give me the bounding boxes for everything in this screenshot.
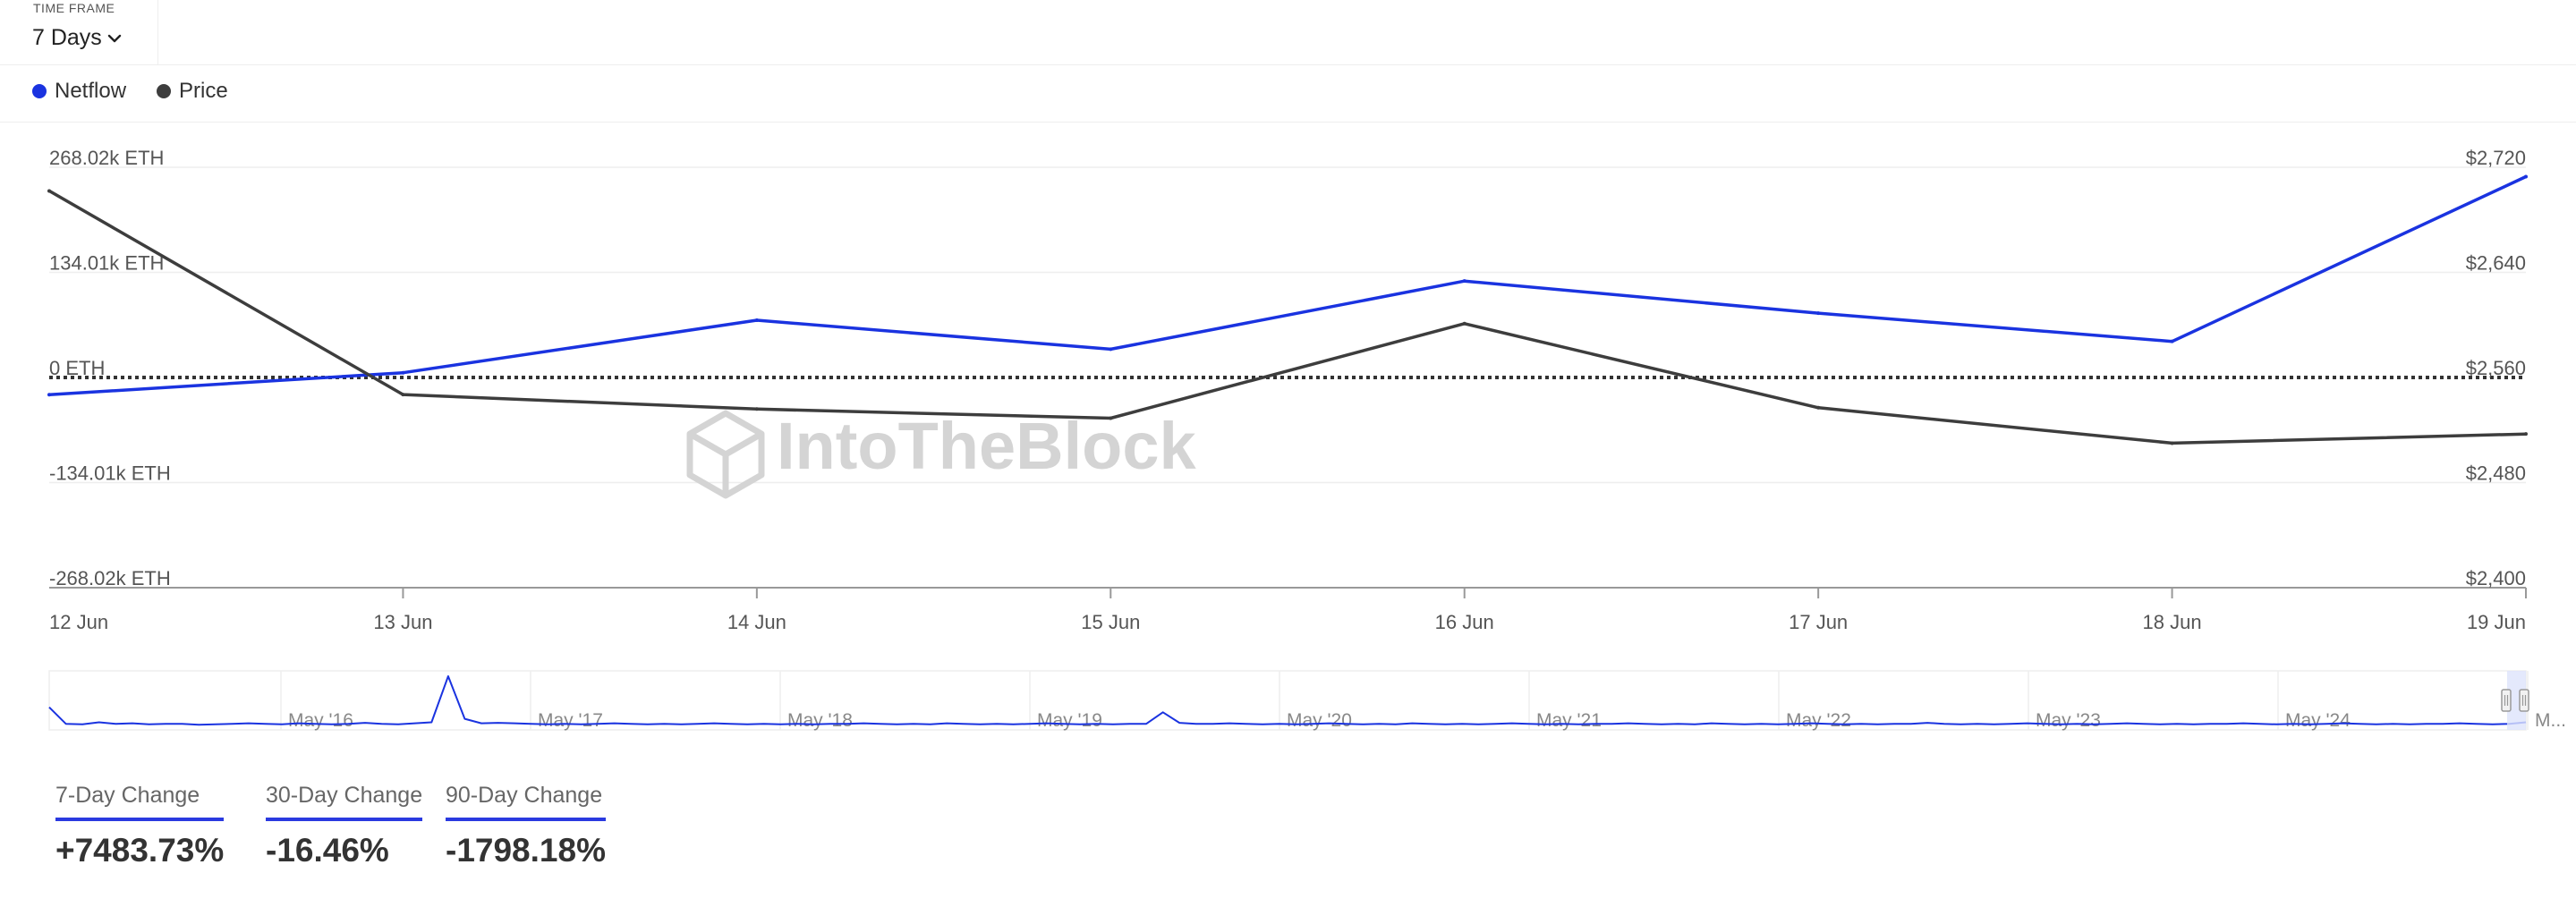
navigator-label: May '22 <box>1786 710 1851 731</box>
range-navigator[interactable]: May '16 May '17 May '18 May '19 May '20 May '… <box>48 670 2566 731</box>
legend-item-price[interactable]: Price <box>157 79 228 104</box>
navigator-label: May '20 <box>1287 710 1352 731</box>
x-tick-label: 16 Jun <box>1435 611 1494 633</box>
x-tick-label: 18 Jun <box>2143 611 2202 633</box>
netflow-point <box>754 318 759 322</box>
watermark: IntoTheBlock <box>686 409 1197 499</box>
stat-value-30-day: -16.46% <box>266 832 389 869</box>
netflow-point <box>2170 339 2174 343</box>
x-tick-label: 12 Jun <box>49 611 108 633</box>
right-axis-tick: $2,480 <box>2466 462 2526 485</box>
navigator-right-handle-icon[interactable] <box>2519 689 2529 712</box>
chart-series <box>47 174 2528 445</box>
price-point <box>754 407 759 411</box>
netflow-point <box>1462 279 1467 284</box>
netflow-point <box>401 370 405 375</box>
navigator-selection[interactable] <box>2507 671 2526 730</box>
price-line <box>48 189 2527 445</box>
left-axis-tick: 0 ETH <box>49 357 105 379</box>
navigator-label: May '23 <box>2036 710 2101 731</box>
chevron-down-icon <box>107 34 122 42</box>
stat-label-7-day: 7-Day Change <box>55 783 225 821</box>
navigator-series-line <box>48 675 2527 726</box>
right-axis-tick: $2,560 <box>2466 357 2526 379</box>
time-frame-bar: TIME FRAME 7 Days <box>0 0 2576 65</box>
x-axis: 12 Jun 13 Jun 14 Jun 15 Jun 16 Jun 17 Jun 18 J… <box>49 588 2527 633</box>
netflow-point <box>1816 311 1821 316</box>
left-axis-tick: 134.01k ETH <box>49 252 164 275</box>
navigator-label: May '24 <box>2285 710 2351 731</box>
right-axis-tick: $2,640 <box>2466 252 2526 275</box>
netflow-point <box>1109 347 1113 352</box>
time-frame-divider <box>157 0 158 64</box>
watermark-text: IntoTheBlock <box>777 409 1197 483</box>
navigator-frame <box>48 670 2527 731</box>
time-frame-value: 7 Days <box>32 25 102 50</box>
left-axis: 268.02k ETH 134.01k ETH 0 ETH -134.01k ETH -… <box>49 147 171 589</box>
price-point <box>47 189 51 193</box>
stat-value-90-day: -1798.18% <box>446 832 606 869</box>
left-axis-tick: -268.02k ETH <box>49 567 171 589</box>
stat-30-day[interactable]: 30-Day Change -16.46% <box>266 783 423 869</box>
right-axis-tick: $2,720 <box>2466 147 2526 169</box>
netflow-dot-icon <box>32 84 47 98</box>
right-axis: $2,720 $2,640 $2,560 $2,480 $2,400 <box>2466 147 2526 589</box>
x-tick-label: 17 Jun <box>1789 611 1848 633</box>
chart-grid <box>49 166 2526 589</box>
netflow-point <box>47 393 51 397</box>
stat-7-day[interactable]: 7-Day Change +7483.73% <box>55 783 225 869</box>
stat-90-day[interactable]: 90-Day Change -1798.18% <box>446 783 606 869</box>
x-tick-label: 14 Jun <box>727 611 786 633</box>
navigator-label: May '17 <box>538 710 603 731</box>
left-axis-tick: 268.02k ETH <box>49 147 164 169</box>
legend-label-netflow: Netflow <box>55 79 127 103</box>
stat-value-7-day: +7483.73% <box>55 832 225 869</box>
intotheblock-logo-icon <box>686 410 765 499</box>
price-dot-icon <box>157 84 171 98</box>
navigator-label: May '16 <box>288 710 353 731</box>
price-point <box>2170 441 2174 445</box>
navigator-label: M... <box>2535 710 2566 731</box>
time-frame-select[interactable]: 7 Days <box>32 25 122 51</box>
navigator-left-handle-icon[interactable] <box>2501 689 2512 712</box>
price-point <box>401 393 405 397</box>
price-point <box>1109 416 1113 420</box>
x-tick-label: 13 Jun <box>373 611 432 633</box>
right-axis-tick: $2,400 <box>2466 567 2526 589</box>
stat-label-90-day: 90-Day Change <box>446 783 606 821</box>
navigator-label: May '21 <box>1536 710 1602 731</box>
netflow-point <box>2524 174 2528 179</box>
legend-item-netflow[interactable]: Netflow <box>32 79 126 104</box>
price-point <box>1462 321 1467 326</box>
price-point <box>1816 405 1821 410</box>
price-point <box>2524 432 2528 437</box>
navigator-label: May '18 <box>787 710 853 731</box>
x-tick-label: 19 Jun <box>2467 611 2526 633</box>
chart-legend: Netflow Price <box>0 65 2576 123</box>
netflow-line <box>48 174 2527 397</box>
navigator-label: May '19 <box>1037 710 1102 731</box>
left-axis-tick: -134.01k ETH <box>49 462 171 485</box>
stat-label-30-day: 30-Day Change <box>266 783 423 821</box>
legend-label-price: Price <box>179 79 228 103</box>
time-frame-label: TIME FRAME <box>33 1 115 15</box>
x-tick-label: 15 Jun <box>1081 611 1140 633</box>
